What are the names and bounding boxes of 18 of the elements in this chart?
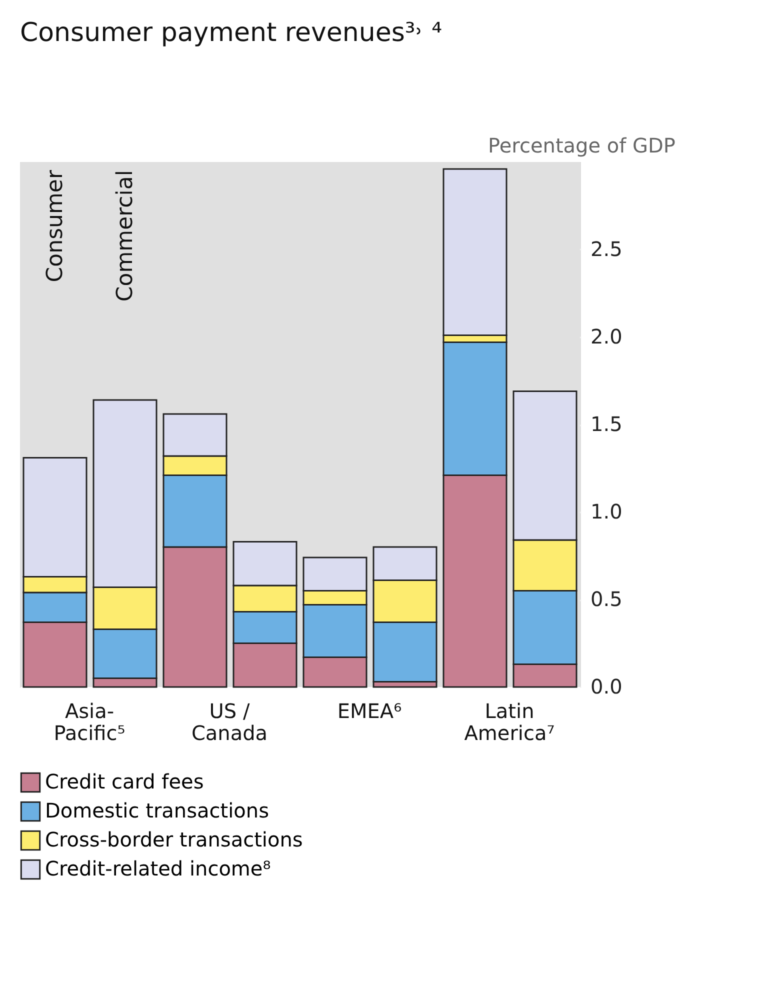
x-tick-label: Commercial bbox=[113, 170, 138, 302]
y-tick-label: 2.0 bbox=[590, 324, 622, 348]
y-axis-title: Percentage of GDP bbox=[488, 134, 676, 158]
x-tick-label: Consumer bbox=[43, 169, 68, 282]
text: US / Canada bbox=[191, 699, 268, 745]
legend-label: Domestic transactions bbox=[45, 798, 269, 822]
legend-label: Cross-border transactions bbox=[45, 828, 303, 852]
y-tick-label: 0.5 bbox=[590, 587, 622, 611]
legend-label: Credit-related income⁸ bbox=[45, 856, 271, 880]
legend-label: Credit card fees bbox=[45, 770, 204, 794]
text: Latin America⁷ bbox=[464, 699, 555, 745]
y-tick-label: 0.0 bbox=[590, 674, 622, 698]
y-tick-label: 1.0 bbox=[590, 500, 622, 524]
text: EMEA⁶ bbox=[337, 699, 402, 723]
y-tick-label: 1.5 bbox=[590, 412, 622, 436]
text: Asia- Pacific⁵ bbox=[54, 699, 126, 745]
chart-title: Consumer payment revenues³˒ ⁴ bbox=[20, 18, 442, 48]
y-tick-label: 2.5 bbox=[590, 237, 622, 261]
